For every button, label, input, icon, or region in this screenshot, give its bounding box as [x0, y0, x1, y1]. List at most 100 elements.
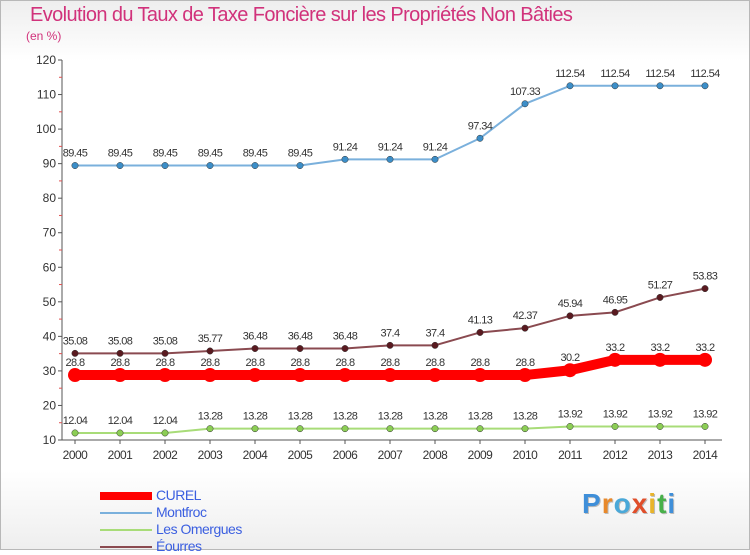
- data-label-curel: 33.2: [695, 342, 714, 354]
- data-label-montfroc: 89.45: [198, 148, 223, 160]
- data-point-les-omergues: [521, 425, 529, 433]
- data-label-les-omergues: 13.28: [423, 411, 448, 423]
- y-tick-label: 90: [43, 157, 57, 171]
- data-label-curel: 30.2: [560, 352, 579, 364]
- data-point-montfroc: [656, 82, 664, 90]
- data-point-curel: [698, 352, 712, 367]
- x-tick-label: 2008: [423, 448, 449, 462]
- data-label--ourres: 35.08: [63, 335, 88, 347]
- y-tick-label: 40: [43, 329, 57, 343]
- data-label-les-omergues: 12.04: [153, 415, 178, 427]
- data-point--ourres: [296, 345, 304, 352]
- data-label-montfroc: 89.45: [63, 148, 88, 160]
- data-label-curel: 28.8: [335, 357, 354, 369]
- data-point-montfroc: [386, 155, 394, 163]
- y-tick-label: 120: [36, 53, 56, 67]
- y-tick-label: 80: [43, 191, 57, 205]
- logo-letter: i: [667, 488, 677, 519]
- data-label-curel: 28.8: [155, 357, 174, 369]
- y-tick-label: 100: [36, 122, 56, 136]
- data-point-curel: [518, 368, 532, 383]
- data-point--ourres: [161, 349, 169, 357]
- logo-letter: t: [657, 488, 668, 519]
- data-point-montfroc: [161, 162, 169, 169]
- data-point-curel: [473, 368, 487, 383]
- x-tick-label: 2012: [603, 448, 629, 462]
- data-point-les-omergues: [656, 423, 664, 430]
- data-point--ourres: [341, 345, 349, 352]
- data-point-montfroc: [116, 162, 124, 169]
- data-point-montfroc: [296, 162, 304, 169]
- x-tick-label: 2013: [648, 448, 674, 462]
- data-point--ourres: [71, 349, 79, 357]
- data-point--ourres: [701, 285, 709, 293]
- data-point-curel: [608, 352, 622, 367]
- data-point-montfroc: [206, 162, 214, 169]
- data-point-montfroc: [701, 82, 709, 90]
- y-tick-label: 30: [43, 364, 57, 378]
- data-label-montfroc: 107.33: [510, 86, 541, 98]
- data-label-curel: 28.8: [65, 357, 84, 369]
- data-point-montfroc: [476, 134, 484, 142]
- data-point-curel: [248, 368, 262, 383]
- data-point-les-omergues: [701, 423, 709, 430]
- data-point--ourres: [566, 312, 574, 320]
- logo-letter: x: [631, 488, 649, 519]
- data-label-montfroc: 89.45: [243, 148, 268, 160]
- y-tick-label: 20: [43, 398, 57, 412]
- data-label--ourres: 53.83: [693, 271, 718, 283]
- data-label-montfroc: 89.45: [153, 148, 178, 160]
- logo-letter: o: [613, 488, 632, 519]
- legend-swatch-montfroc: [100, 511, 152, 514]
- logo-letter: r: [601, 488, 614, 519]
- x-tick-label: 2014: [693, 448, 719, 462]
- data-point-les-omergues: [611, 423, 619, 430]
- data-point-curel: [293, 368, 307, 383]
- data-label-les-omergues: 12.04: [63, 415, 88, 427]
- data-label-les-omergues: 13.92: [603, 408, 628, 420]
- data-point-montfroc: [521, 100, 529, 108]
- data-label-montfroc: 89.45: [108, 148, 133, 160]
- data-label-curel: 28.8: [290, 357, 309, 369]
- data-label--ourres: 45.94: [558, 298, 583, 310]
- data-label-montfroc: 89.45: [288, 148, 313, 160]
- data-label-curel: 33.2: [605, 342, 624, 354]
- data-point--ourres: [476, 329, 484, 336]
- data-point-montfroc: [566, 82, 574, 90]
- data-label-montfroc: 112.54: [690, 68, 720, 80]
- data-point-les-omergues: [341, 425, 349, 433]
- data-label-curel: 28.8: [110, 357, 129, 369]
- legend-swatch-eourres: [100, 545, 152, 548]
- x-tick-label: 2001: [108, 448, 134, 462]
- data-point-curel: [563, 363, 577, 378]
- data-point-curel: [203, 368, 217, 383]
- legend-label-curel: CUREL: [156, 487, 201, 503]
- data-point--ourres: [251, 345, 259, 352]
- data-label-curel: 28.8: [245, 357, 264, 369]
- data-label--ourres: 35.77: [198, 333, 223, 345]
- x-tick-label: 2005: [288, 448, 314, 462]
- data-label-montfroc: 112.54: [600, 68, 630, 80]
- data-point-les-omergues: [251, 425, 259, 433]
- logo-letter: i: [648, 488, 658, 519]
- data-point-montfroc: [71, 162, 79, 169]
- legend-swatch-curel: [100, 491, 152, 500]
- legend-label-eourres: Éourres: [156, 538, 202, 554]
- data-label-montfroc: 97.34: [468, 120, 493, 132]
- data-point-montfroc: [611, 82, 619, 90]
- x-tick-label: 2002: [153, 448, 179, 462]
- data-label-montfroc: 112.54: [555, 68, 585, 80]
- data-label--ourres: 37.4: [380, 327, 399, 339]
- chart-title: Evolution du Taux de Taxe Foncière sur l…: [30, 4, 573, 26]
- data-label--ourres: 36.48: [288, 331, 313, 343]
- data-point-montfroc: [431, 155, 439, 163]
- data-label-les-omergues: 13.28: [468, 411, 493, 423]
- data-label-les-omergues: 13.28: [333, 411, 358, 423]
- y-tick-label: 50: [43, 295, 57, 309]
- data-label-curel: 28.8: [425, 357, 444, 369]
- unit-label: (en %): [26, 29, 62, 43]
- proxiti-logo: Proxiti: [582, 488, 676, 520]
- data-label-les-omergues: 13.28: [513, 411, 538, 423]
